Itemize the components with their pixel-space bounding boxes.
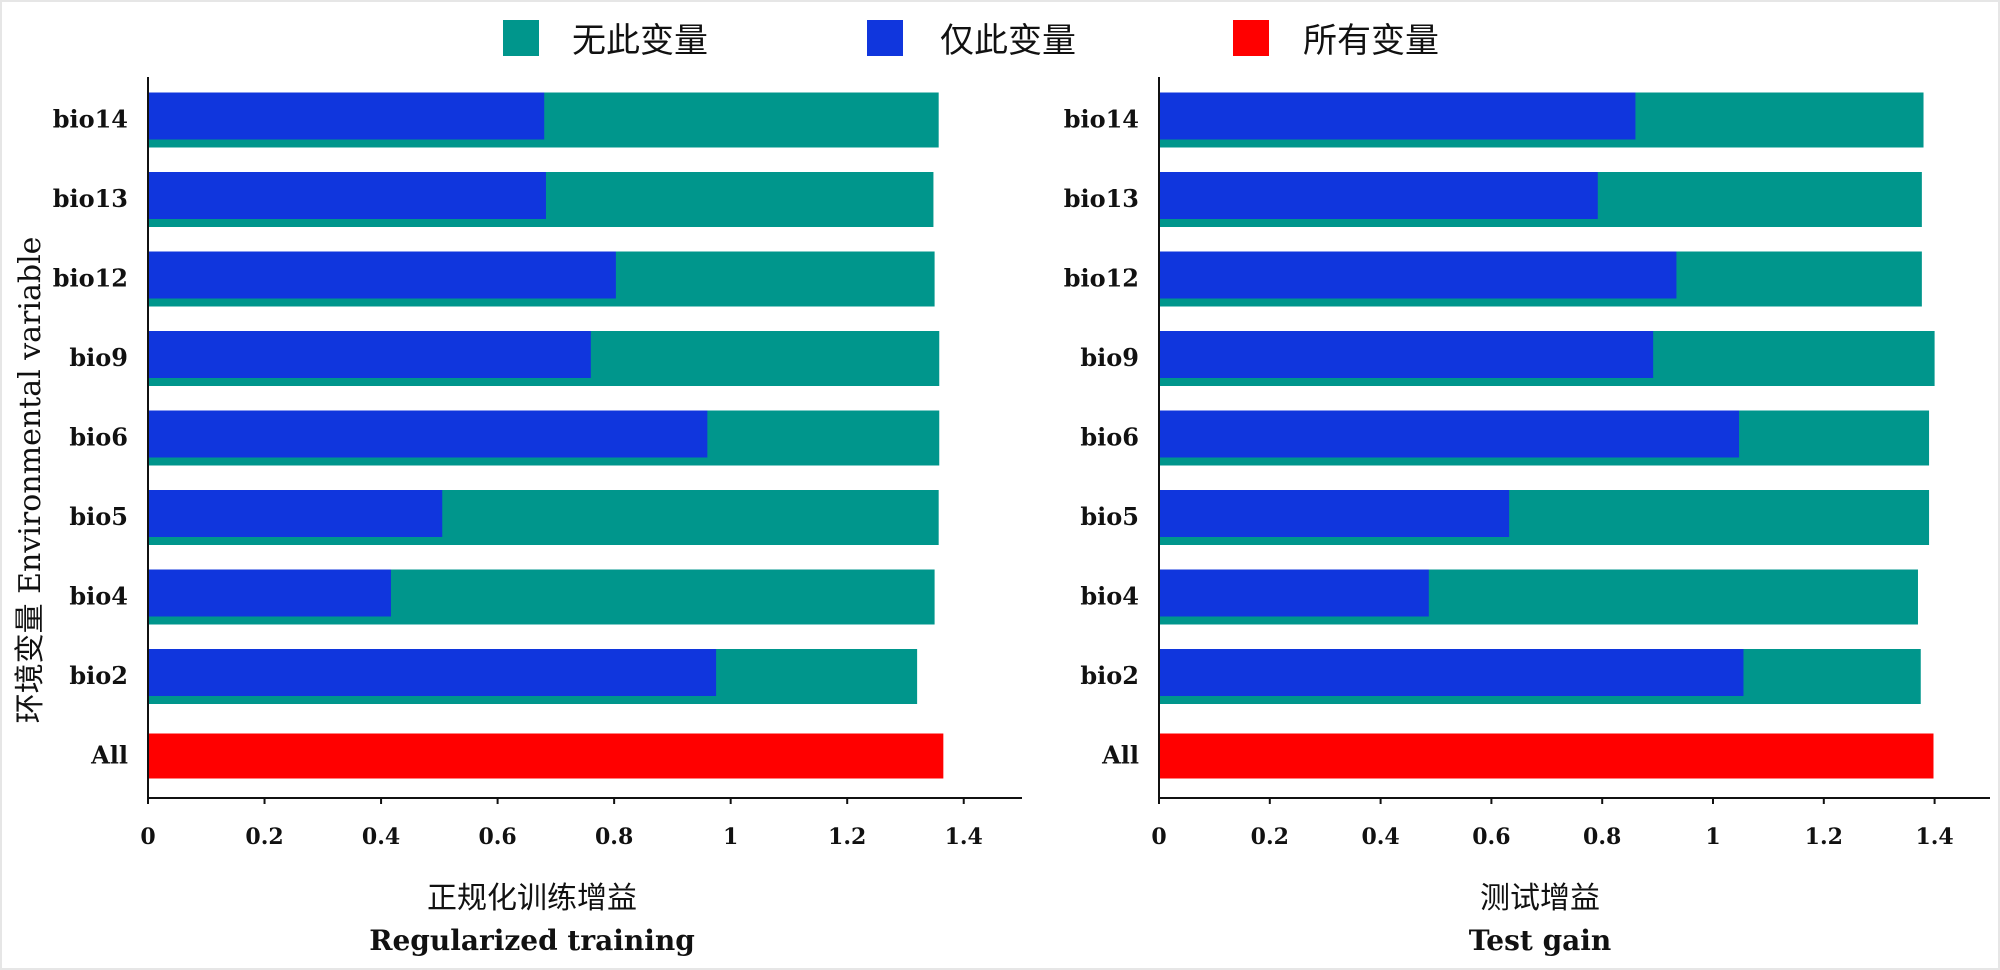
x-tick-label: 0	[140, 824, 155, 850]
x-tick-label: 1	[723, 824, 738, 850]
legend-label-without: 无此变量	[572, 21, 708, 61]
x-tick-label: 0	[1151, 824, 1166, 850]
x-axis-title-cn-right: 测试增益	[1480, 881, 1600, 916]
category-label-bio5: bio5	[69, 502, 128, 531]
x-tick-label: 1	[1705, 824, 1720, 850]
bar-only-bio4	[148, 569, 391, 617]
legend-swatch-without	[503, 20, 539, 56]
x-tick-label: 1.2	[828, 824, 866, 850]
bar-only-bio12	[148, 251, 616, 299]
x-tick-label: 0.2	[245, 824, 283, 850]
category-label-bio2: bio2	[69, 661, 128, 690]
legend: 无此变量 仅此变量 所有变量	[503, 20, 1439, 61]
bar-only-bio4	[1159, 569, 1429, 617]
x-tick-label: 0.8	[595, 824, 633, 850]
category-label-bio6: bio6	[1080, 423, 1139, 452]
x-axis-title-en-left: Regularized training	[369, 924, 695, 957]
legend-label-only: 仅此变量	[940, 21, 1076, 61]
category-label-bio13: bio13	[1064, 184, 1139, 213]
legend-label-all: 所有变量	[1303, 21, 1439, 61]
bar-only-bio9	[148, 331, 591, 378]
legend-swatch-all	[1233, 20, 1269, 56]
x-tick-label: 0.6	[1472, 824, 1510, 850]
bar-only-bio14	[1159, 92, 1636, 140]
x-tick-label: 1.2	[1805, 824, 1843, 850]
x-tick-label: 0.8	[1583, 824, 1621, 850]
x-tick-label: 1.4	[945, 824, 983, 850]
category-label-bio4: bio4	[69, 582, 128, 611]
category-label-bio6: bio6	[69, 423, 128, 452]
x-tick-label: 0.4	[362, 824, 400, 850]
x-tick-label: 0.2	[1251, 824, 1289, 850]
x-tick-label: 0.4	[1361, 824, 1399, 850]
bar-all-All	[148, 733, 944, 779]
bar-only-bio14	[148, 92, 545, 140]
bar-only-bio13	[148, 172, 546, 219]
category-label-bio5: bio5	[1080, 502, 1139, 531]
category-label-bio13: bio13	[53, 184, 128, 213]
panel-test-gain: bio14 bio13 bio12 bio9 bio6 bio5 bio4 bio2 All 0 0…	[1064, 77, 1990, 850]
y-axis-title: 环境变量 Environmental variable	[13, 237, 48, 724]
bar-only-bio6	[1159, 410, 1740, 458]
bar-only-bio12	[1159, 251, 1677, 299]
legend-swatch-only	[867, 20, 903, 56]
category-label-bio4: bio4	[1080, 582, 1139, 611]
bar-only-bio13	[1159, 172, 1598, 219]
category-label-bio9: bio9	[1080, 343, 1139, 372]
bar-only-bio9	[1159, 331, 1654, 378]
bar-only-bio2	[148, 649, 717, 696]
category-label-All: All	[1101, 741, 1139, 770]
panel-regularized-training: bio14 bio13 bio12 bio9 bio6 bio5 bio4 bio2 All 0 0…	[53, 77, 1022, 850]
x-axis-title-en-right: Test gain	[1469, 924, 1612, 957]
category-label-bio14: bio14	[53, 105, 128, 134]
category-label-All: All	[90, 741, 128, 770]
bar-only-bio2	[1159, 649, 1744, 696]
bar-only-bio5	[1159, 490, 1510, 537]
x-tick-label: 1.4	[1915, 824, 1953, 850]
category-label-bio9: bio9	[69, 343, 128, 372]
bar-all-All	[1159, 733, 1934, 779]
bar-only-bio6	[148, 410, 708, 458]
category-label-bio2: bio2	[1080, 661, 1139, 690]
category-label-bio14: bio14	[1064, 105, 1139, 134]
category-label-bio12: bio12	[53, 264, 128, 293]
x-tick-label: 0.6	[478, 824, 516, 850]
bar-only-bio5	[148, 490, 443, 537]
x-axis-title-cn-left: 正规化训练增益	[427, 881, 637, 916]
category-label-bio12: bio12	[1064, 264, 1139, 293]
